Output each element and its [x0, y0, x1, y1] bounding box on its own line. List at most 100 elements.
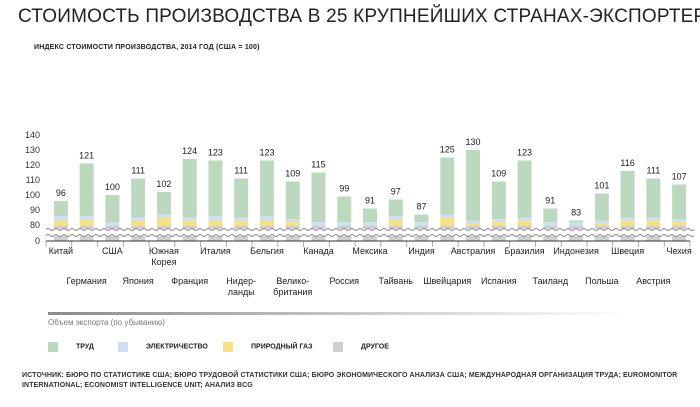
bar-segment	[182, 217, 197, 221]
bar-segment	[466, 220, 481, 224]
chart-title: СТОИМОСТЬ ПРОИЗВОДСТВА В 25 КРУПНЕЙШИХ С…	[18, 6, 700, 27]
bar-segment	[620, 217, 635, 221]
legend-item: ПРИРОДНЫЙ ГАЗ	[223, 342, 313, 352]
bar-segment	[620, 220, 635, 226]
bar-segment	[79, 163, 94, 216]
bar-segment	[388, 199, 403, 216]
legend-item: ЭЛЕКТРИЧЕСТВО	[118, 342, 208, 352]
category-label: Мексика	[352, 246, 387, 256]
bar-segment	[53, 216, 68, 221]
legend-label: ПРИРОДНЫЙ ГАЗ	[251, 343, 313, 351]
bar-segment	[440, 217, 455, 226]
bar-value-label: 101	[594, 181, 609, 191]
y-tick-label: 110	[26, 175, 40, 185]
bar-segment	[543, 222, 558, 225]
bar-value-label: 87	[417, 202, 427, 212]
bar-segment	[156, 192, 171, 215]
category-label: Велико-	[276, 276, 309, 286]
axis-break-band	[46, 229, 690, 236]
category-label: Швеция	[611, 246, 644, 256]
bar-segment	[414, 222, 429, 225]
axis-break-wave	[45, 228, 695, 231]
legend-swatch	[223, 342, 233, 352]
bar-segment	[414, 214, 429, 222]
legend-label: ДРУГОЕ	[361, 343, 389, 351]
bar-value-label: 102	[156, 179, 171, 189]
bar-segment	[388, 219, 403, 226]
category-label: Тайвань	[379, 276, 414, 286]
bar-segment	[311, 172, 326, 222]
bar-value-label: 124	[182, 146, 197, 156]
bar-segment	[543, 225, 558, 226]
bar-segment	[440, 157, 455, 215]
bar-value-label: 99	[339, 184, 349, 194]
chart-subtitle: ИНДЕКС СТОИМОСТИ ПРОИЗВОДСТВА, 2014 ГОД …	[34, 44, 260, 51]
category-label: Япония	[123, 276, 154, 286]
bar-value-label: 109	[491, 169, 506, 179]
bar-value-label: 111	[647, 166, 661, 176]
category-label: Испания	[481, 276, 517, 286]
bar-segment	[491, 219, 506, 222]
x-axis-caption: Объем экспорта (по убыванию)	[48, 318, 165, 327]
y-tick-label: 0	[35, 236, 40, 246]
bar-segment	[259, 160, 274, 216]
bar-segment	[388, 216, 403, 219]
bar-value-label: 123	[259, 148, 274, 158]
bar-segment	[285, 219, 300, 222]
bar-value-label: 83	[571, 208, 581, 218]
bar-segment	[594, 223, 609, 226]
legend-label: ЭЛЕКТРИЧЕСТВО	[146, 343, 208, 351]
bar-segment	[569, 222, 584, 225]
y-tick-label: 140	[25, 130, 40, 140]
bar-segment	[105, 225, 120, 226]
bar-segment	[208, 220, 223, 226]
bar-segment	[337, 225, 352, 226]
y-tick-label: 90	[30, 205, 40, 215]
bar-segment	[234, 220, 249, 226]
bar-segment	[234, 178, 249, 218]
bar-segment	[259, 216, 274, 221]
bar-segment	[311, 225, 326, 226]
y-tick-label: 80	[30, 220, 40, 230]
category-label: Польша	[585, 276, 618, 286]
bar-segment	[466, 150, 481, 221]
bar-segment	[517, 217, 532, 221]
category-label: США	[102, 246, 123, 256]
bar-segment	[363, 222, 377, 225]
bar-value-label: 107	[672, 172, 687, 182]
bar-segment	[620, 171, 635, 218]
bar-segment	[594, 220, 609, 224]
bar-value-label: 125	[440, 145, 455, 155]
legend-swatch	[333, 342, 343, 352]
bar-segment	[363, 208, 377, 222]
category-label: Бельгия	[250, 246, 284, 256]
bar-segment	[363, 225, 377, 226]
bar-segment	[491, 181, 506, 219]
bar-value-label: 123	[517, 148, 532, 158]
category-label: ланды	[228, 287, 255, 297]
bar-value-label: 91	[365, 196, 375, 206]
legend-swatch	[118, 342, 128, 352]
bar-segment	[131, 217, 146, 221]
bar-segment	[311, 222, 326, 225]
bar-segment	[646, 178, 661, 218]
category-label: Канада	[303, 246, 333, 256]
category-label: Китай	[49, 246, 73, 256]
category-label: Индонезия	[553, 246, 599, 256]
export-volume-arrow	[48, 312, 628, 315]
axis-break-wave	[45, 234, 695, 237]
bar-value-label: 115	[311, 160, 325, 170]
bar-value-label: 111	[131, 166, 145, 176]
y-tick-label: 130	[25, 145, 40, 155]
bar-segment	[466, 223, 481, 226]
bar-value-label: 91	[545, 196, 555, 206]
bar-value-label: 109	[285, 169, 300, 179]
bar-segment	[105, 222, 120, 225]
bar-segment	[208, 160, 223, 216]
category-label: Италия	[200, 246, 231, 256]
category-label: Швейцария	[423, 276, 471, 286]
legend-label: ТРУД	[76, 343, 94, 351]
y-tick-label: 100	[25, 190, 40, 200]
bar-segment	[156, 214, 171, 218]
bar-segment	[491, 222, 506, 226]
